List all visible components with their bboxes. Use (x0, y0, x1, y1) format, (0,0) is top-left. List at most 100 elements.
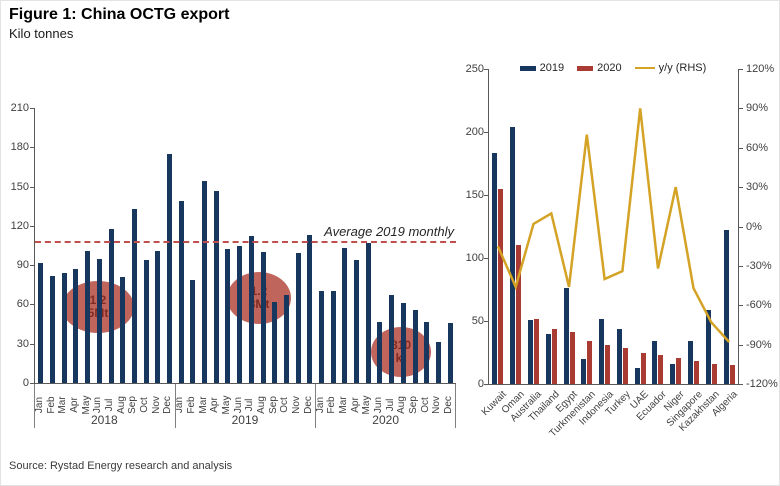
bar-2019-Dec (307, 235, 313, 383)
bar-2018-Oct (143, 259, 149, 383)
rhs-tick-label: 0% (746, 220, 762, 233)
bar-2020-Jul (389, 295, 395, 383)
yoy-line-layer (496, 108, 731, 343)
bar-2020-Oman (516, 245, 522, 384)
legend-label: y/y (RHS) (658, 62, 707, 74)
rchart-y-tickmark (484, 132, 488, 133)
bar-2019-Aug (260, 252, 266, 383)
rhs-tickmark (739, 108, 743, 110)
rchart-y-tick-150: 150 (465, 189, 484, 201)
bar-2019-Indonesia (599, 318, 605, 384)
y-tick-label-150: 150 (10, 180, 29, 193)
year-label-2019: 2019 (231, 413, 259, 427)
rchart-y-tickmark (484, 321, 488, 322)
bar-2020-Apr (354, 259, 360, 383)
legend-label: 2020 (597, 62, 622, 74)
bar-2020-Jun (377, 321, 383, 383)
y-tick-label-60: 60 (16, 298, 29, 311)
bar-2019-Apr (213, 190, 219, 383)
bar-2018-Nov (155, 250, 161, 383)
bar-2020-Oct (424, 321, 430, 383)
bar-2019-Feb (190, 279, 196, 383)
y-tick-label-90: 90 (16, 259, 29, 272)
y-tick-mark (30, 383, 34, 384)
legend-swatch-2019 (519, 65, 536, 71)
bar-2020-Thailand (551, 328, 557, 384)
bar-2020-Algeria (729, 365, 735, 384)
bar-2018-Dec (166, 153, 172, 383)
bar-2019-UAE (634, 367, 640, 384)
yoy-line (496, 108, 731, 343)
bar-2019-Jul (248, 236, 254, 383)
legend-item-yoy: y/y (RHS) (634, 62, 707, 74)
bar-2020-UAE (640, 352, 646, 384)
bar-2019-Thailand (545, 333, 551, 384)
source-note: Source: Rystad Energy research and analy… (9, 460, 233, 472)
bar-2019-Turkey (616, 328, 622, 384)
bar-2020-Niger (676, 357, 682, 384)
bar-2019-Algeria (723, 230, 729, 384)
bar-2020-Kuwait (498, 188, 504, 384)
figure-subtitle: Kilo tonnes (9, 26, 74, 41)
y-tick-mark (30, 147, 34, 149)
bar-2020-Dec (447, 322, 453, 383)
y-tick-label-210: 210 (10, 102, 29, 114)
year-label-2020: 2020 (372, 413, 399, 427)
bar-2019-Niger (670, 363, 676, 384)
rhs-tickmark (739, 265, 743, 267)
rchart-y-tick-200: 200 (465, 126, 484, 138)
bar-2020-Nov (435, 342, 441, 383)
bar-2020-Singapore (694, 361, 700, 384)
rhs-tick-label: -30% (746, 259, 772, 272)
rchart-y-tick-250: 250 (465, 63, 484, 75)
bar-2020-Turkmenistan (587, 341, 593, 384)
average-2019-label: Average 2019 monthly (324, 224, 454, 239)
bar-2020-Kazakhstan (711, 363, 717, 384)
y-tick-label-120: 120 (10, 219, 29, 232)
bar-2020-Australia (533, 318, 539, 384)
bar-2020-Indonesia (605, 344, 611, 384)
legend-item-2019: 2019 (519, 62, 565, 74)
bar-2020-Mar (342, 248, 348, 383)
rhs-tickmark (739, 344, 743, 346)
rchart-y-tickmark (484, 195, 488, 196)
legend-label: 2019 (539, 62, 565, 74)
bar-2019-Sep (272, 301, 278, 383)
bar-2019-Kuwait (492, 153, 498, 384)
rhs-tickmark (739, 147, 743, 149)
right-chart-legend: 2019 2020 y/y (RHS) (488, 62, 738, 74)
bar-2019-Ecuador (652, 341, 658, 384)
y-tick-mark (30, 343, 34, 345)
figure-title: Figure 1: China OCTG export (9, 6, 230, 23)
bar-2018-Aug (120, 276, 126, 383)
bar-2020-Egypt (569, 332, 575, 384)
bar-2018-Jul (108, 228, 114, 383)
bar-2020-Turkey (622, 347, 628, 384)
bar-2020-May (365, 242, 371, 383)
legend-item-2020: 2020 (577, 62, 622, 74)
rhs-tick-label: 120% (746, 63, 775, 75)
rhs-tick-label: 90% (746, 102, 769, 115)
bar-2018-May (85, 250, 91, 383)
legend-swatch-yoy-line (634, 67, 655, 69)
bar-2019-Jan (178, 201, 184, 383)
bar-2019-May (225, 249, 231, 383)
rhs-tick-label: -60% (746, 299, 772, 312)
year-divider (315, 384, 317, 428)
bar-2019-Kazakhstan (705, 309, 711, 384)
bar-2019-Egypt (563, 288, 569, 384)
bar-2019-Jun (237, 245, 243, 383)
year-divider (174, 384, 176, 428)
y-tick-mark (30, 225, 34, 227)
rchart-y-tickmark (484, 384, 488, 385)
y-tick-mark (30, 186, 34, 188)
y-tick-label-0: 0 (22, 377, 29, 389)
rhs-tick-label: -90% (746, 338, 772, 351)
rhs-tickmark (739, 187, 743, 189)
bar-2018-Apr (73, 269, 79, 383)
rchart-y-tickmark (484, 69, 488, 70)
country-export-chart (488, 69, 738, 385)
bar-2019-Mar (202, 181, 208, 383)
rhs-tick-label: 60% (746, 141, 769, 154)
